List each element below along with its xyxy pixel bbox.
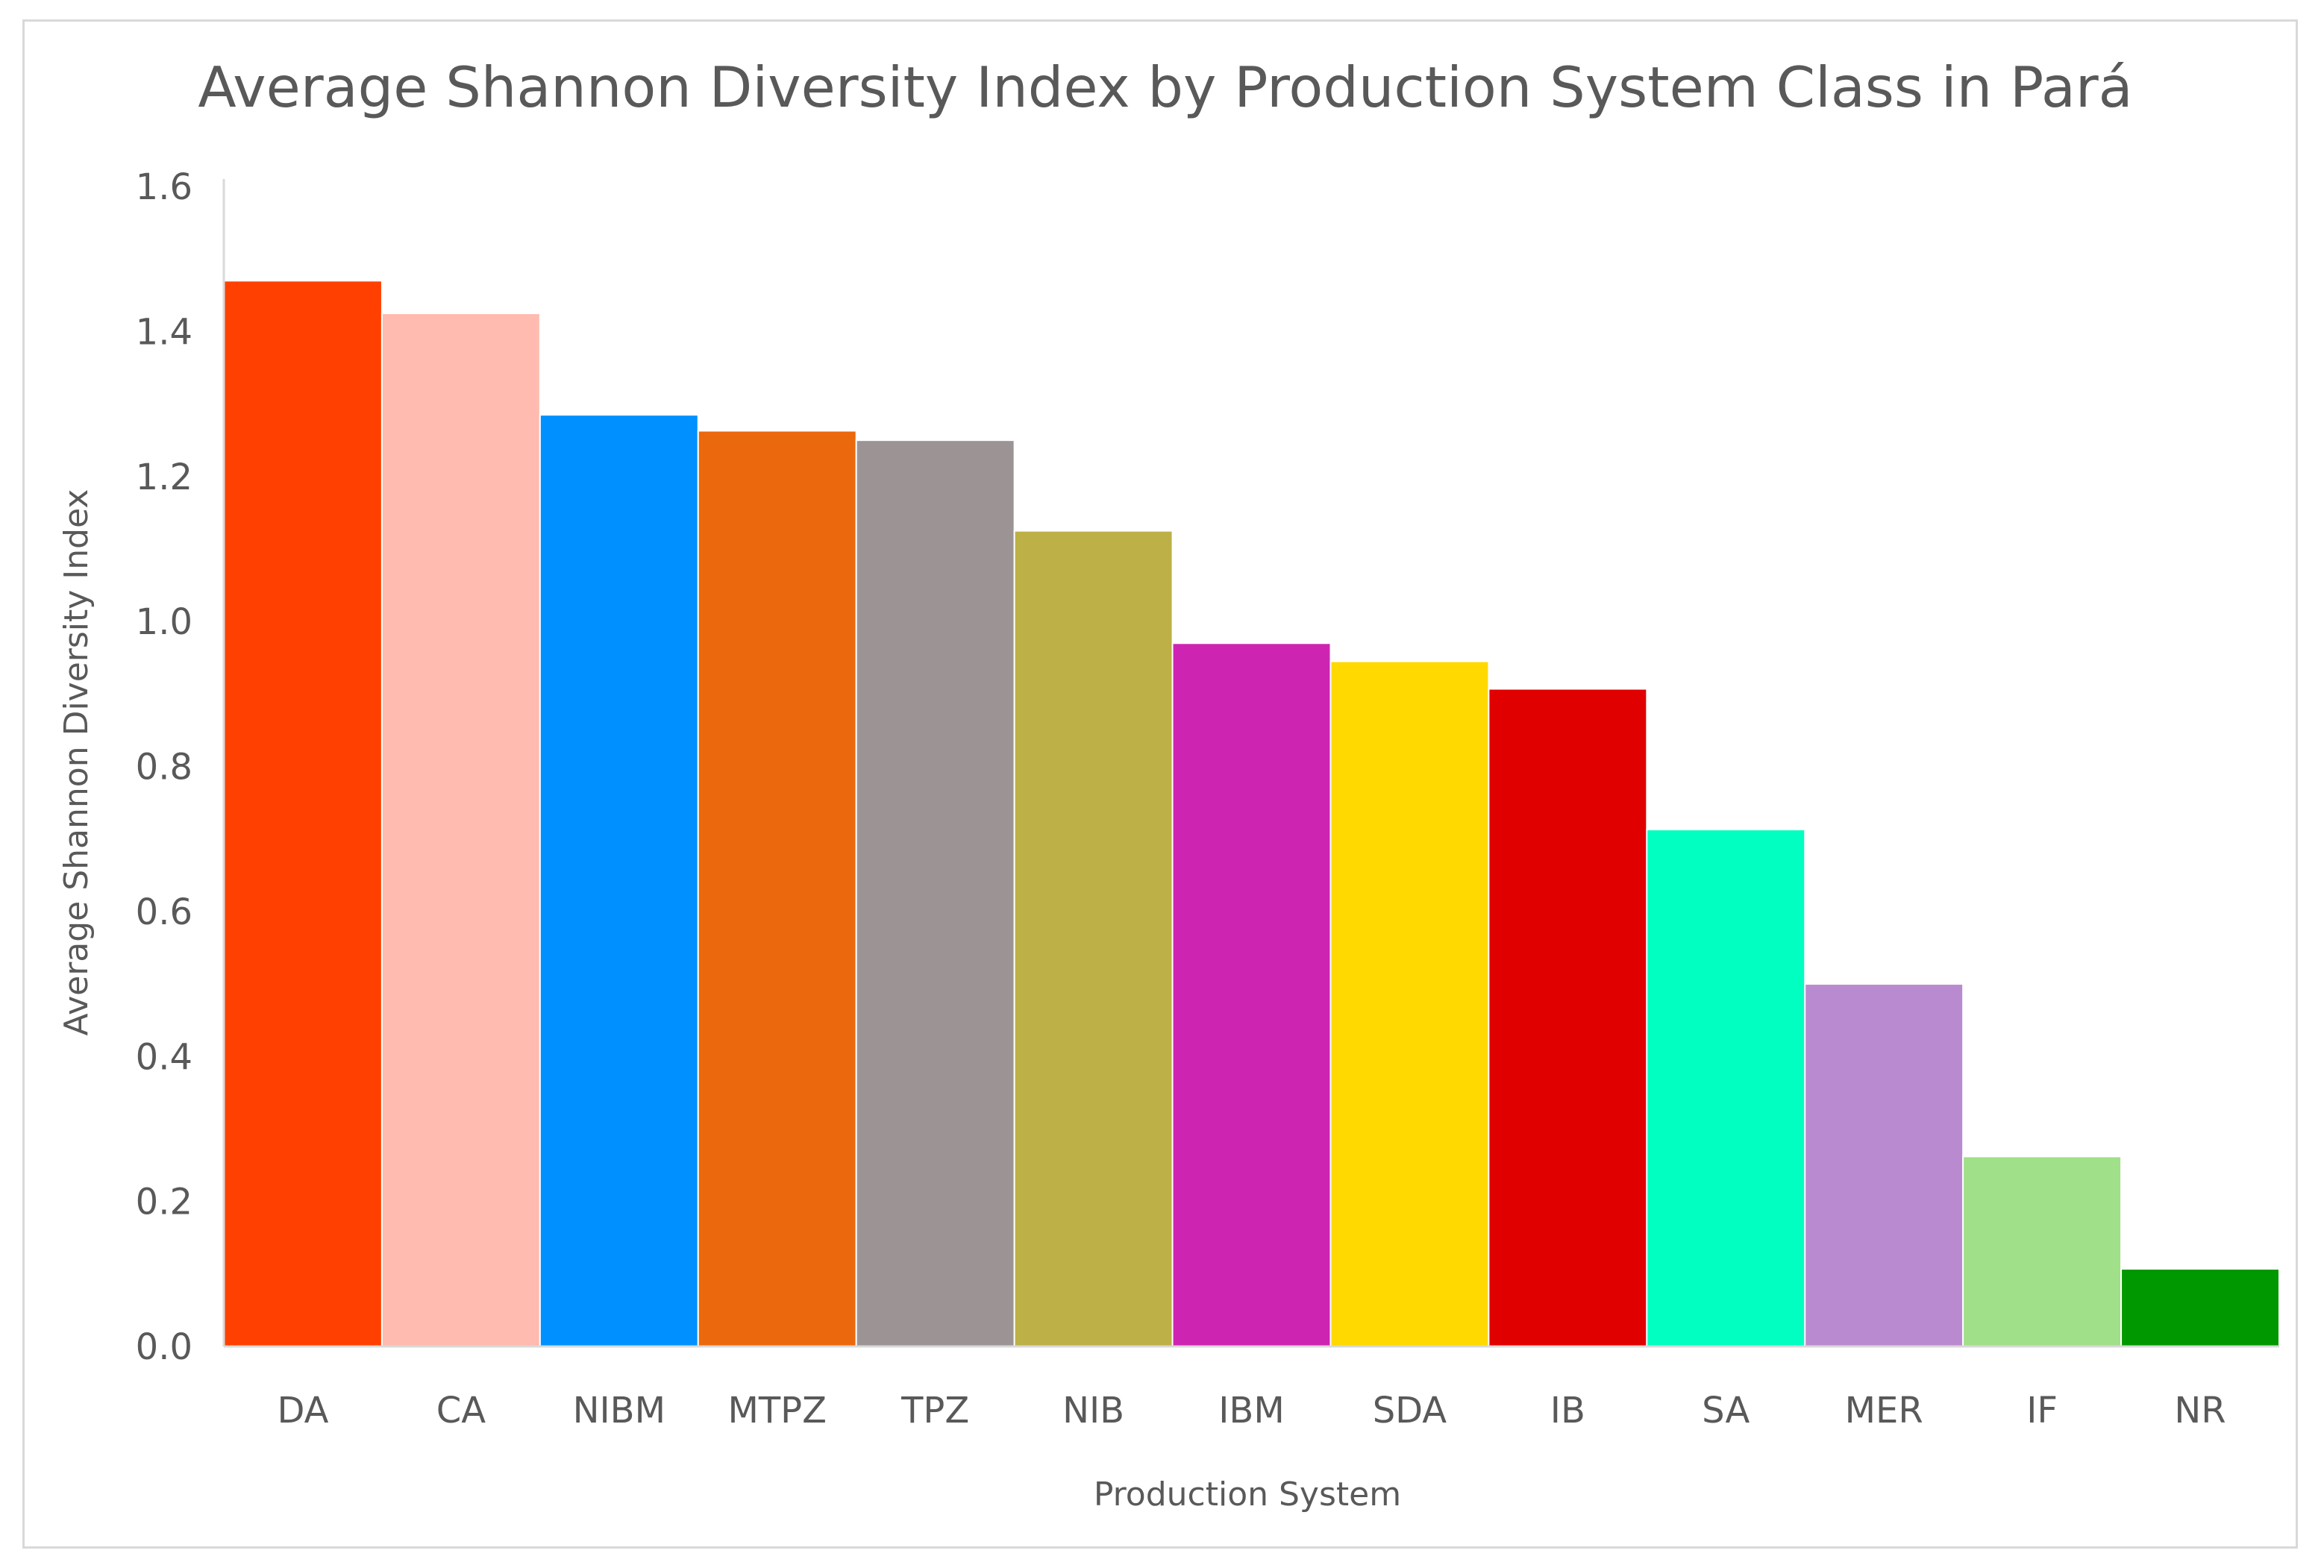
- bar-tpz: [855, 439, 1015, 1347]
- x-tick-label: DA: [277, 1390, 328, 1431]
- y-tick-label: 1.0: [136, 601, 192, 643]
- y-tick-label: 0.8: [136, 747, 192, 788]
- x-axis-title: Production System: [1094, 1476, 1401, 1514]
- bar-ca: [380, 313, 541, 1347]
- y-axis-title: Average Shannon Diversity Index: [57, 489, 95, 1036]
- bar-ib: [1488, 688, 1648, 1347]
- x-tick-label: IBM: [1218, 1390, 1285, 1431]
- x-tick-label: MTPZ: [727, 1390, 827, 1431]
- chart-frame: [22, 19, 2298, 1549]
- x-tick-label: NR: [2174, 1390, 2226, 1431]
- x-axis-ticks: DA CA NIBM MTPZ TPZ NIB IBM SDA IB SA MER IF NR: [277, 1390, 2226, 1431]
- y-tick-label: 0.6: [136, 891, 192, 933]
- bar-mtpz: [697, 430, 857, 1347]
- x-tick-label: TPZ: [901, 1390, 969, 1431]
- bar-ibm: [1171, 642, 1332, 1347]
- y-tick-label: 1.6: [136, 166, 192, 208]
- y-tick-label: 0.2: [136, 1182, 192, 1223]
- x-tick-label: MER: [1845, 1390, 1923, 1431]
- x-tick-label: SA: [1702, 1390, 1750, 1431]
- bar-da: [223, 280, 383, 1347]
- x-tick-label: IB: [1550, 1390, 1585, 1431]
- bar-nibm: [539, 414, 699, 1347]
- y-tick-label: 0.0: [136, 1326, 192, 1368]
- bar-if: [1962, 1155, 2123, 1348]
- chart-title: Average Shannon Diversity Index by Produ…: [198, 54, 2132, 120]
- bar-sa: [1646, 829, 1806, 1347]
- bar-mer: [1804, 983, 1964, 1347]
- bar-nib: [1013, 530, 1174, 1347]
- x-tick-label: IF: [2026, 1390, 2058, 1431]
- x-tick-label: CA: [436, 1390, 486, 1431]
- y-axis-ticks: 0.0 0.2 0.4 0.6 0.8 1.0 1.2 1.4 1.6: [136, 166, 192, 1368]
- bar-sda: [1329, 660, 1490, 1347]
- bar-nr: [2120, 1268, 2280, 1348]
- x-tick-label: NIBM: [573, 1390, 665, 1431]
- y-tick-label: 1.4: [136, 311, 192, 353]
- x-tick-label: NIB: [1062, 1390, 1124, 1431]
- x-tick-label: SDA: [1373, 1390, 1447, 1431]
- y-tick-label: 0.4: [136, 1036, 192, 1078]
- y-tick-label: 1.2: [136, 457, 192, 498]
- bars-layer: [223, 280, 2280, 1348]
